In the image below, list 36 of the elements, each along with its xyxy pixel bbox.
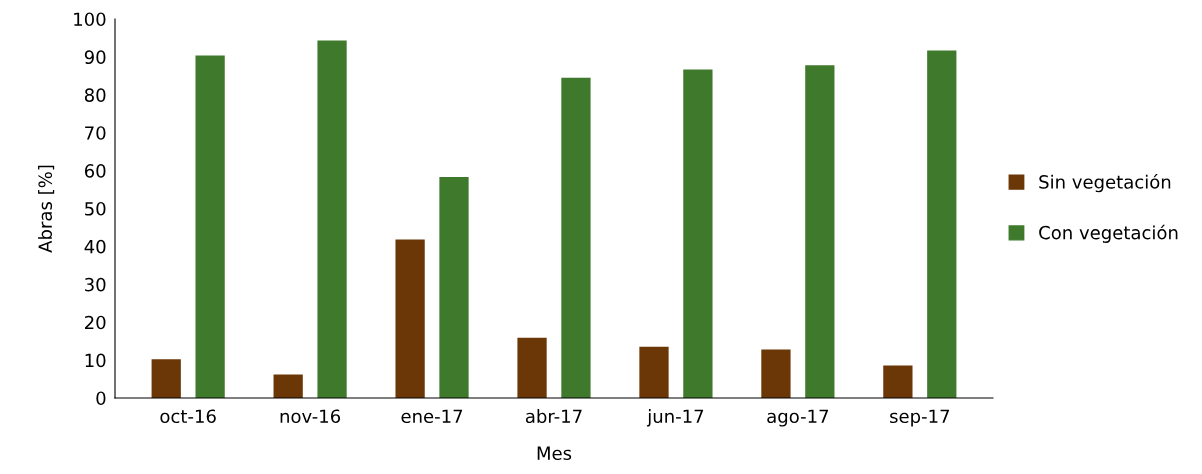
bar <box>883 365 913 398</box>
bar <box>151 359 181 398</box>
bar <box>195 55 225 398</box>
x-tick-label: jun-17 <box>646 409 704 427</box>
x-tick-label: abr-17 <box>525 409 582 424</box>
bar <box>561 77 591 398</box>
y-axis-title: Abras [%] <box>38 165 55 253</box>
bar <box>517 337 547 398</box>
x-tick-label: sep-17 <box>890 409 950 427</box>
x-tick-label: ago-17 <box>767 409 829 427</box>
bar <box>317 40 347 398</box>
y-tick-label: 90 <box>84 50 106 65</box>
y-tick-label: 100 <box>74 12 106 27</box>
legend-label: Sin vegetación <box>1039 174 1171 193</box>
x-tick-label: ene-17 <box>401 409 463 424</box>
x-tick-label: oct-16 <box>160 409 216 424</box>
x-axis-title: Mes <box>537 446 572 461</box>
bar <box>395 239 425 398</box>
bar <box>273 374 303 398</box>
bar <box>439 177 469 398</box>
y-tick-label: 10 <box>85 353 106 368</box>
bar <box>805 65 835 398</box>
bar <box>761 349 791 398</box>
y-tick-label: 50 <box>85 201 106 216</box>
y-tick-label: 20 <box>85 315 106 330</box>
bar <box>683 69 713 398</box>
bar <box>639 346 669 398</box>
y-tick-label: 70 <box>85 126 106 140</box>
y-tick-label: 0 <box>96 391 106 406</box>
y-tick-label: 80 <box>84 88 106 102</box>
legend-label: Con vegetación <box>1039 224 1178 243</box>
bar <box>927 50 957 398</box>
y-tick-label: 60 <box>84 164 106 178</box>
y-tick-label: 40 <box>84 239 106 254</box>
x-tick-label: nov-16 <box>280 409 341 424</box>
y-tick-label: 30 <box>85 277 106 292</box>
